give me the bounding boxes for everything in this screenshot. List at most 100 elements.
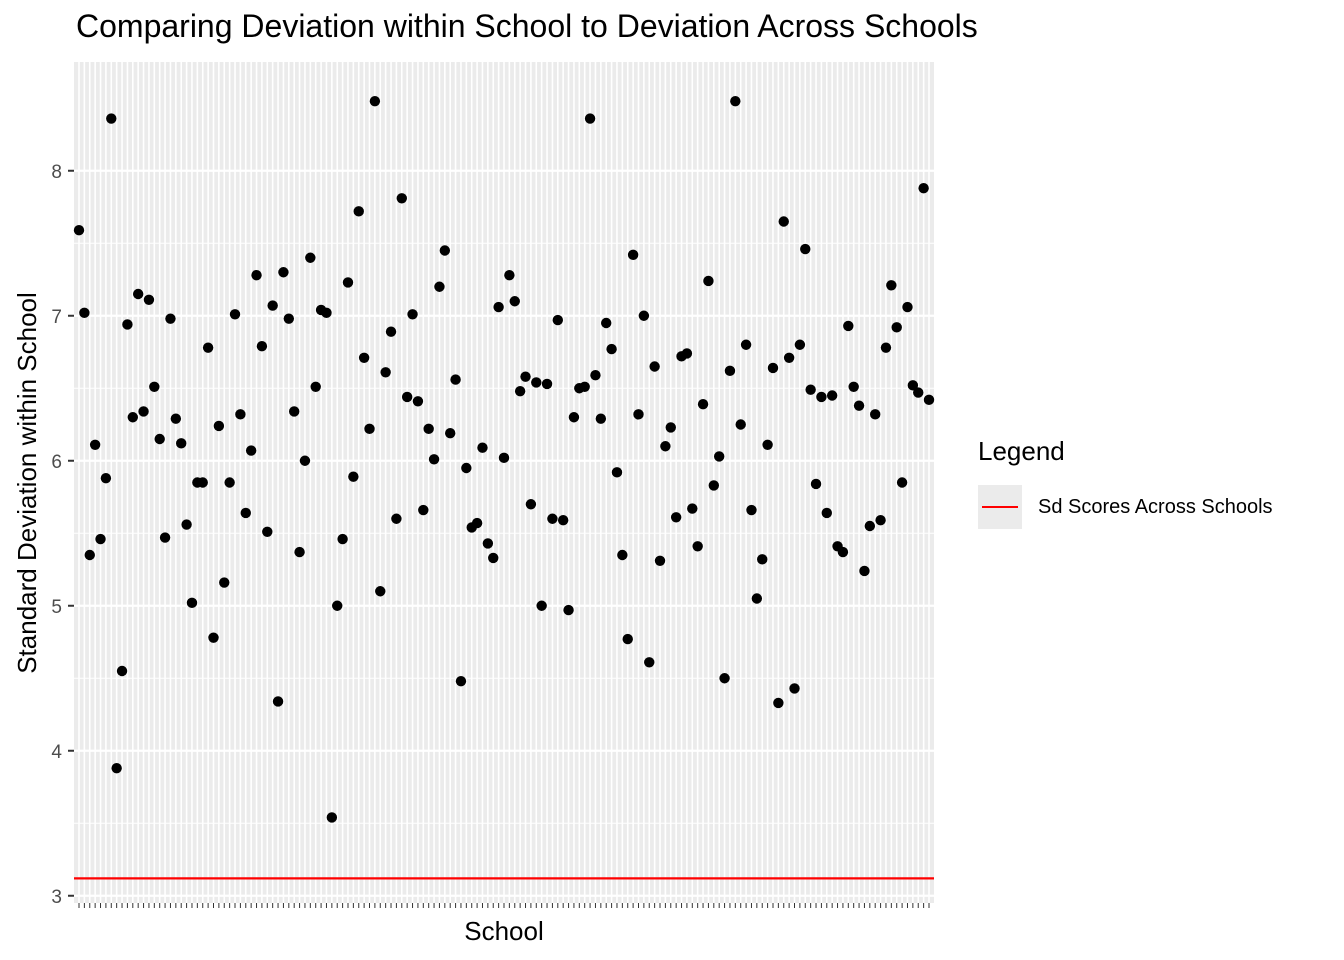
data-point [267, 300, 278, 311]
data-point [757, 554, 768, 565]
data-point [520, 371, 531, 382]
data-point [455, 675, 467, 687]
data-point [353, 206, 364, 217]
data-point [385, 326, 397, 337]
data-point [907, 380, 919, 391]
data-point [762, 439, 773, 450]
data-point [149, 381, 160, 392]
data-point [170, 413, 182, 424]
data-point [84, 549, 95, 561]
data-point [660, 441, 671, 452]
data-point [687, 503, 698, 514]
data-point [913, 387, 924, 398]
data-point [654, 555, 666, 566]
data-point [294, 546, 305, 558]
data-point [633, 409, 644, 420]
data-point [332, 600, 343, 611]
data-point [482, 538, 494, 549]
data-point [229, 309, 241, 320]
data-point [547, 513, 558, 524]
data-point [132, 288, 144, 300]
data-point [783, 352, 795, 363]
data-point [794, 339, 806, 350]
data-point [288, 406, 300, 417]
data-point [800, 243, 811, 255]
data-point [896, 477, 908, 488]
data-point [810, 478, 822, 490]
data-point [488, 552, 499, 564]
data-point [396, 193, 407, 204]
data-point [778, 216, 789, 227]
data-point [375, 586, 386, 597]
legend-title: Legend [978, 436, 1065, 466]
data-point [224, 477, 235, 488]
data-point [138, 406, 149, 417]
data-point [590, 370, 601, 381]
data-point [617, 549, 628, 561]
data-point [186, 597, 198, 609]
y-tick-label: 4 [51, 742, 62, 763]
data-point [445, 428, 456, 439]
data-point [853, 400, 865, 411]
data-point [79, 307, 90, 319]
data-point [826, 390, 838, 401]
data-point [450, 374, 461, 385]
data-point [305, 252, 316, 263]
data-point [116, 665, 128, 677]
data-point [601, 317, 612, 329]
data-point [902, 301, 913, 313]
data-point [740, 339, 752, 350]
data-point [735, 419, 746, 430]
data-point [310, 381, 321, 392]
data-point [730, 95, 741, 107]
data-point [789, 683, 800, 694]
data-point [595, 413, 607, 424]
y-tick-label: 5 [51, 597, 62, 618]
data-point [557, 515, 569, 526]
data-point [552, 314, 563, 326]
data-point [73, 225, 85, 236]
data-point [461, 462, 472, 474]
legend: Legend Sd Scores Across Schools [978, 436, 1273, 529]
y-tick-label: 8 [51, 162, 62, 183]
data-point [143, 294, 155, 305]
data-point [213, 420, 225, 432]
data-point [256, 341, 268, 352]
data-point [111, 762, 122, 774]
data-point [563, 604, 574, 616]
data-point [348, 471, 359, 482]
data-point [423, 423, 434, 435]
data-point [703, 275, 714, 287]
data-point [670, 512, 682, 523]
data-point [837, 546, 849, 558]
data-point [159, 532, 171, 543]
data-point [493, 301, 504, 313]
data-point [412, 396, 424, 407]
data-point [514, 385, 526, 397]
data-point [579, 381, 590, 392]
legend-item-sd-scores: Sd Scores Across Schools [978, 485, 1273, 529]
data-point [176, 438, 187, 449]
data-point [891, 322, 902, 333]
data-point [751, 593, 763, 604]
data-point [525, 499, 537, 510]
data-point [127, 412, 138, 423]
data-point [471, 517, 483, 529]
data-point [95, 533, 106, 545]
data-point [880, 342, 892, 353]
x-axis-label: School [464, 916, 544, 946]
data-point [272, 696, 284, 707]
data-point [208, 632, 219, 643]
data-point [531, 377, 542, 388]
data-point [767, 362, 779, 374]
data-point [219, 577, 230, 588]
data-point [369, 95, 381, 107]
data-point [299, 455, 311, 466]
data-point [283, 313, 295, 324]
data-point [401, 391, 413, 403]
data-point [859, 565, 870, 577]
data-point [509, 296, 520, 307]
data-point [541, 378, 553, 390]
data-point [407, 309, 418, 320]
data-point [773, 697, 784, 709]
